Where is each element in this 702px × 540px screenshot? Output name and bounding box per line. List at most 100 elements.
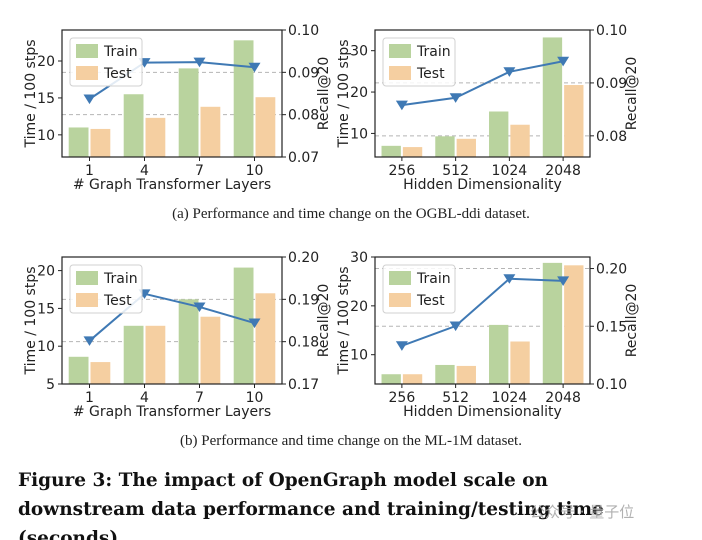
y-tick-label: 30 bbox=[350, 44, 368, 60]
recall-marker bbox=[449, 321, 462, 332]
bar-train bbox=[233, 40, 254, 158]
y2-tick-label: 0.10 bbox=[596, 377, 627, 393]
recall-marker bbox=[193, 57, 206, 68]
bar-train bbox=[435, 364, 455, 384]
bar-test bbox=[456, 365, 476, 384]
bar-train bbox=[123, 94, 144, 157]
recall-line bbox=[401, 277, 564, 347]
bar-train bbox=[542, 262, 563, 384]
figure-caption: Figure 3: The impact of OpenGraph model … bbox=[18, 470, 604, 540]
y2-tick-label: 0.08 bbox=[596, 129, 627, 145]
recall-marker bbox=[193, 302, 206, 313]
x-tick-label: 7 bbox=[195, 163, 204, 179]
y2-tick-label: 0.18 bbox=[288, 335, 319, 351]
plot-frame bbox=[61, 29, 283, 158]
y-tick-label: 10 bbox=[37, 339, 55, 355]
recall-marker bbox=[248, 318, 261, 329]
x-tick-label: 4 bbox=[140, 390, 149, 406]
legend-label-train: Train bbox=[416, 44, 451, 60]
bar-test bbox=[200, 316, 221, 384]
legend-swatch-test bbox=[76, 66, 98, 80]
recall-line bbox=[88, 292, 255, 342]
y2-axis-label: Recall@20 bbox=[316, 284, 332, 358]
y2-axis-label: Recall@20 bbox=[624, 57, 640, 131]
bar-test bbox=[510, 124, 530, 157]
recall-marker bbox=[503, 274, 516, 284]
y2-tick-label: 0.10 bbox=[288, 23, 319, 39]
bar-test bbox=[90, 128, 111, 157]
recall-marker bbox=[557, 56, 570, 67]
y-axis-label: Time / 100 stps bbox=[23, 266, 39, 375]
y-tick-label: 10 bbox=[350, 126, 368, 142]
recall-marker bbox=[248, 62, 261, 73]
legend-label-train: Train bbox=[103, 44, 138, 60]
bar-train bbox=[435, 136, 455, 157]
recall-line bbox=[401, 60, 564, 107]
legend-label-test: Test bbox=[416, 293, 445, 309]
y-tick-label: 10 bbox=[350, 348, 368, 364]
y2-tick-label: 0.09 bbox=[596, 76, 627, 92]
y2-tick-label: 0.15 bbox=[596, 319, 627, 335]
x-tick-label: 512 bbox=[442, 163, 469, 179]
bar-train bbox=[178, 68, 199, 157]
legend-label-test: Test bbox=[103, 66, 132, 82]
x-tick-label: 256 bbox=[389, 163, 416, 179]
legend-swatch-test bbox=[389, 293, 411, 307]
bar-test bbox=[255, 97, 276, 157]
recall-marker bbox=[557, 276, 570, 286]
bar-test bbox=[510, 341, 530, 384]
y2-axis-label: Recall@20 bbox=[316, 57, 332, 131]
x-tick-label: 512 bbox=[442, 390, 469, 406]
y-tick-label: 15 bbox=[37, 91, 55, 107]
x-tick-label: 2048 bbox=[545, 163, 581, 179]
bar-test bbox=[564, 265, 584, 384]
recall-marker bbox=[83, 336, 96, 346]
x-tick-label: 7 bbox=[195, 390, 204, 406]
y2-tick-label: 0.09 bbox=[288, 65, 319, 81]
y2-tick-label: 0.10 bbox=[596, 23, 627, 39]
bar-train bbox=[233, 267, 254, 384]
y-tick-label: 20 bbox=[37, 54, 55, 70]
y-axis-label: Time / 100 stps bbox=[336, 39, 352, 148]
y-tick-label: 20 bbox=[350, 299, 368, 315]
bar-test bbox=[564, 85, 584, 157]
y2-tick-label: 0.20 bbox=[596, 262, 627, 278]
bar-test bbox=[145, 117, 166, 157]
x-axis-label: Hidden Dimensionality bbox=[403, 404, 562, 420]
y-tick-label: 10 bbox=[37, 128, 55, 144]
recall-marker bbox=[503, 67, 516, 77]
x-tick-label: 10 bbox=[246, 163, 264, 179]
x-axis-label: # Graph Transformer Layers bbox=[73, 177, 271, 193]
legend-label-test: Test bbox=[103, 293, 132, 309]
y2-tick-label: 0.20 bbox=[288, 250, 319, 266]
y2-tick-label: 0.19 bbox=[288, 292, 319, 308]
y-tick-label: 15 bbox=[37, 301, 55, 317]
y2-tick-label: 0.08 bbox=[288, 108, 319, 124]
recall-marker bbox=[395, 341, 408, 351]
bar-train bbox=[68, 356, 89, 384]
x-tick-label: 1 bbox=[85, 163, 94, 179]
legend-swatch-train bbox=[76, 44, 98, 58]
x-tick-label: 256 bbox=[389, 390, 416, 406]
bar-train bbox=[68, 127, 89, 157]
x-tick-label: 1024 bbox=[492, 390, 528, 406]
bar-test bbox=[402, 147, 423, 157]
y-tick-label: 30 bbox=[350, 250, 368, 266]
bar-train bbox=[381, 374, 401, 384]
x-tick-label: 1024 bbox=[492, 163, 528, 179]
legend-swatch-train bbox=[389, 44, 411, 58]
plot-frame bbox=[374, 29, 591, 158]
x-axis-label: # Graph Transformer Layers bbox=[73, 404, 271, 420]
x-axis-label: Hidden Dimensionality bbox=[403, 177, 562, 193]
y-tick-label: 5 bbox=[46, 377, 55, 393]
bar-test bbox=[200, 106, 221, 157]
y2-tick-label: 0.17 bbox=[288, 377, 319, 393]
x-tick-label: 10 bbox=[246, 390, 264, 406]
legend-swatch-train bbox=[389, 271, 411, 285]
legend-swatch-test bbox=[76, 293, 98, 307]
